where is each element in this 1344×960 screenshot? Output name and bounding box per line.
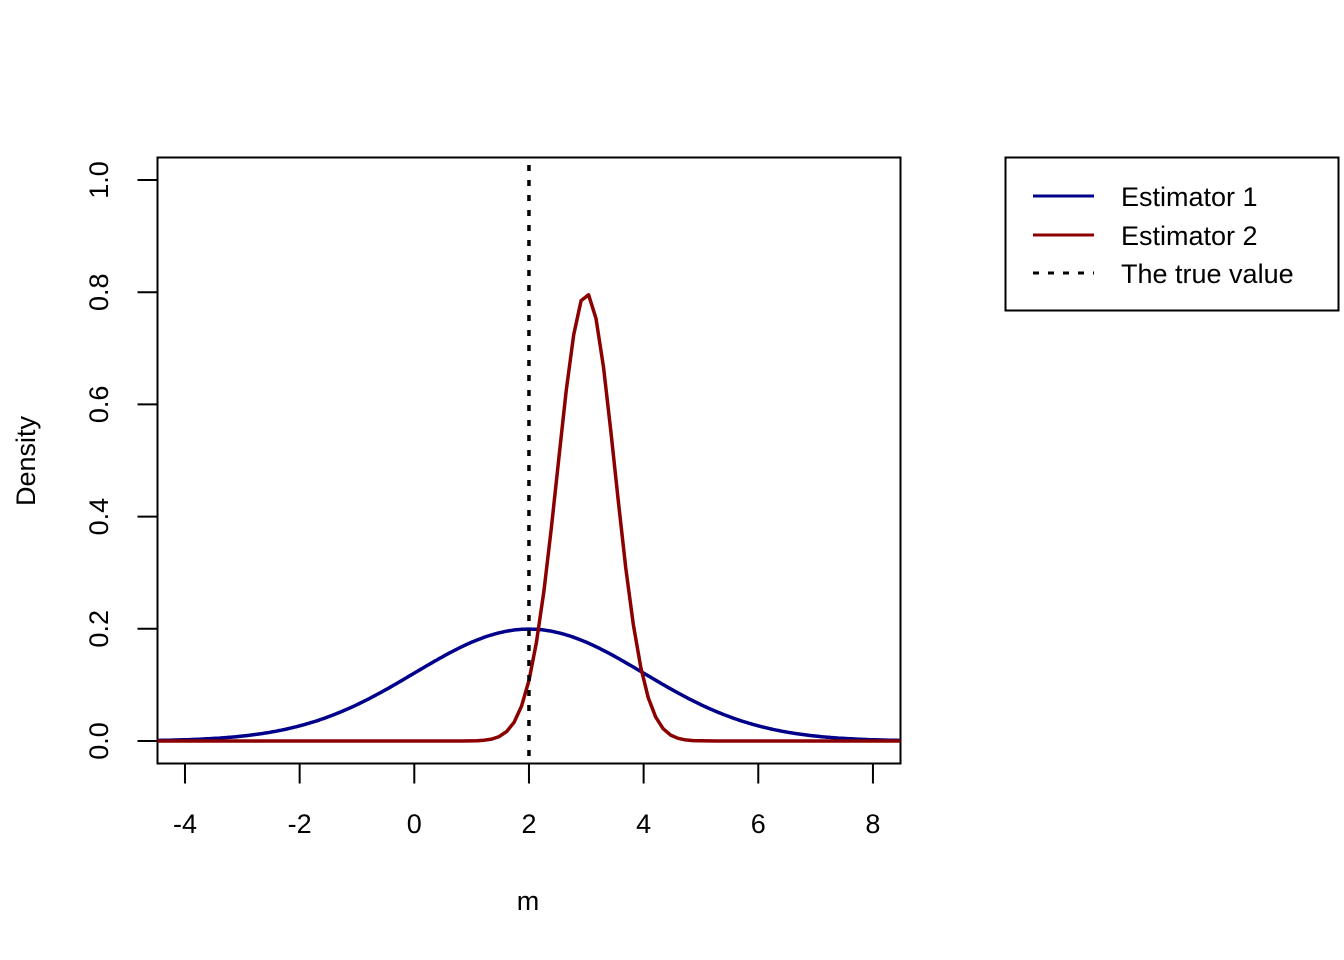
x-tick-label: 2 (521, 809, 536, 839)
y-tick-label: 0.6 (84, 386, 114, 424)
x-axis: -4 -2 0 2 4 6 8 (173, 763, 880, 839)
x-tick-label: -2 (288, 809, 312, 839)
y-tick-label: 0.0 (84, 722, 114, 760)
legend-label-estimator-2: Estimator 2 (1121, 221, 1258, 251)
x-tick-label: 8 (865, 809, 880, 839)
y-axis: 0.0 0.2 0.4 0.6 0.8 1.0 (84, 161, 158, 760)
y-tick-label: 1.0 (84, 161, 114, 199)
y-tick-label: 0.4 (84, 498, 114, 536)
y-tick-label: 0.2 (84, 610, 114, 648)
y-axis-title: Density (11, 415, 41, 506)
series-layer (157, 165, 901, 764)
x-tick-label: 0 (407, 809, 422, 839)
x-tick-label: 4 (636, 809, 651, 839)
legend-label-estimator-1: Estimator 1 (1121, 182, 1258, 212)
x-tick-label: 6 (751, 809, 766, 839)
legend-label-true-value: The true value (1121, 259, 1294, 289)
y-tick-label: 0.8 (84, 273, 114, 311)
x-tick-label: -4 (173, 809, 197, 839)
x-axis-title: m (517, 886, 540, 916)
legend: Estimator 1 Estimator 2 The true value (1004, 156, 1340, 312)
series-line-estimator-1 (157, 627, 901, 743)
